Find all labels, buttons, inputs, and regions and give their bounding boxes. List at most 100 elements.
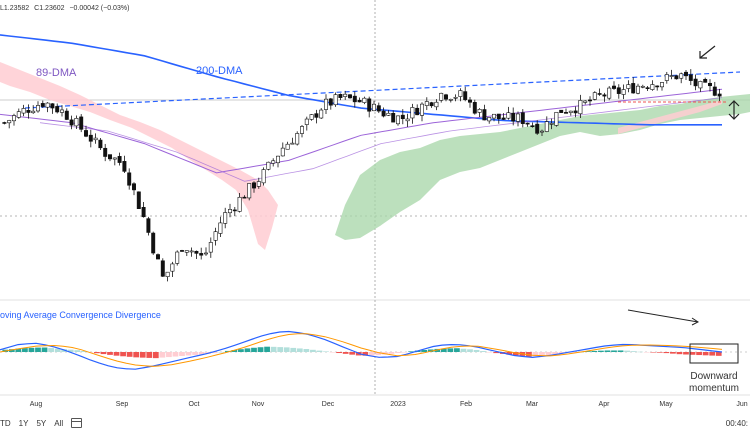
candle-body: [463, 91, 468, 100]
timeframe-all[interactable]: All: [54, 418, 64, 428]
candlesticks: [2, 69, 722, 282]
macd-histogram-bar: [454, 348, 460, 352]
candle-body: [597, 93, 602, 95]
macd-histogram-bar: [166, 352, 172, 358]
signal-line: [0, 333, 723, 367]
close-value: C1.23602: [34, 5, 65, 12]
macd-histogram-bar: [15, 348, 22, 352]
x-tick-label: Mar: [526, 401, 539, 408]
candle-body: [252, 182, 256, 189]
macd-histogram-bar: [624, 350, 630, 352]
candle-body: [69, 119, 74, 126]
macd-histogram-bar: [323, 351, 329, 352]
candle-body: [583, 100, 588, 103]
candle-body: [554, 111, 559, 126]
x-tick-label: Apr: [599, 401, 611, 408]
candle-body: [40, 103, 45, 107]
candle-body: [655, 85, 660, 88]
macd-histogram-bar: [715, 352, 722, 356]
candle-body: [448, 98, 453, 101]
candle-body: [108, 154, 112, 160]
candle-body: [223, 212, 228, 224]
candle-body: [420, 103, 424, 116]
candle-body: [396, 115, 400, 125]
candle-body: [256, 181, 261, 187]
candle-body: [88, 134, 93, 142]
macd-histogram-bar: [447, 348, 454, 352]
macd-histogram-bar: [244, 348, 251, 352]
macd-histogram-bar: [552, 352, 558, 355]
candle-body: [218, 222, 223, 234]
macd-histogram-bar: [676, 352, 683, 355]
candle-body: [688, 74, 693, 81]
timeframe-ytd[interactable]: TD: [0, 418, 11, 428]
candle-body: [55, 106, 60, 113]
calendar-icon[interactable]: [71, 418, 83, 428]
candle-body: [16, 111, 21, 118]
candle-body: [578, 100, 583, 115]
candle-body: [199, 253, 204, 256]
candle-body: [712, 86, 717, 96]
timeframe-1y[interactable]: 1Y: [18, 418, 29, 428]
candle-body: [64, 110, 69, 120]
macd-histogram-bar: [362, 352, 369, 356]
x-tick-label: Dec: [322, 401, 335, 408]
candle-body: [175, 251, 180, 264]
macd-histogram-bar: [192, 352, 198, 355]
candle-body: [612, 85, 616, 89]
macd-histogram-bar: [264, 346, 270, 352]
candle-body: [602, 94, 607, 97]
macd-histogram-bar: [670, 352, 676, 354]
candle-body: [117, 156, 122, 163]
candle-body: [564, 112, 568, 114]
macd-histogram-bar: [100, 352, 107, 355]
macd-histogram-bar: [473, 350, 480, 352]
candle-body: [400, 114, 405, 120]
macd-histogram-bar: [512, 352, 519, 356]
range-arrow-icon: [728, 100, 740, 120]
x-tick-label: Jun: [736, 401, 747, 408]
macd-histogram-bar: [22, 348, 28, 352]
candle-body: [703, 78, 708, 83]
candle-body: [194, 250, 199, 254]
macd-histogram-bar: [656, 352, 663, 353]
candle-body: [405, 118, 410, 122]
candle-body: [664, 74, 669, 81]
candle-body: [84, 130, 88, 137]
candle-body: [410, 107, 415, 119]
macd-histogram-bar: [611, 350, 617, 352]
timeframe-selector: TD 1Y 5Y All: [0, 418, 83, 428]
candle-body: [458, 90, 463, 97]
macd-histogram-bar: [8, 349, 15, 352]
macd-histogram-bar: [689, 352, 696, 355]
candle-body: [314, 113, 319, 118]
macd-histogram-bar: [231, 349, 238, 352]
candle-body: [98, 139, 103, 149]
x-tick-label: Oct: [189, 401, 200, 408]
candle-body: [492, 113, 496, 119]
candle-body: [309, 114, 314, 120]
candle-body: [184, 250, 189, 253]
candle-body: [540, 130, 544, 133]
candle-body: [36, 105, 40, 112]
macd-histogram-bar: [35, 347, 41, 352]
clock-readout: 00:40:: [725, 419, 748, 428]
candle-body: [12, 115, 16, 122]
candle-body: [7, 120, 12, 124]
macd-histogram-bar: [133, 352, 140, 358]
candle-body: [141, 207, 146, 218]
timeframe-5y[interactable]: 5Y: [36, 418, 47, 428]
candle-body: [496, 113, 501, 120]
candle-body: [535, 123, 540, 134]
candle-body: [650, 84, 655, 90]
candle-body: [621, 89, 626, 95]
candle-body: [228, 209, 232, 214]
candle-body: [530, 125, 535, 128]
candle-body: [242, 196, 247, 199]
candle-body: [237, 196, 242, 212]
macd-histogram-bar: [395, 352, 401, 353]
macd-histogram-bar: [683, 352, 689, 355]
candle-body: [640, 85, 645, 88]
macd-histogram-bar: [342, 352, 349, 354]
candle-body: [381, 110, 386, 117]
